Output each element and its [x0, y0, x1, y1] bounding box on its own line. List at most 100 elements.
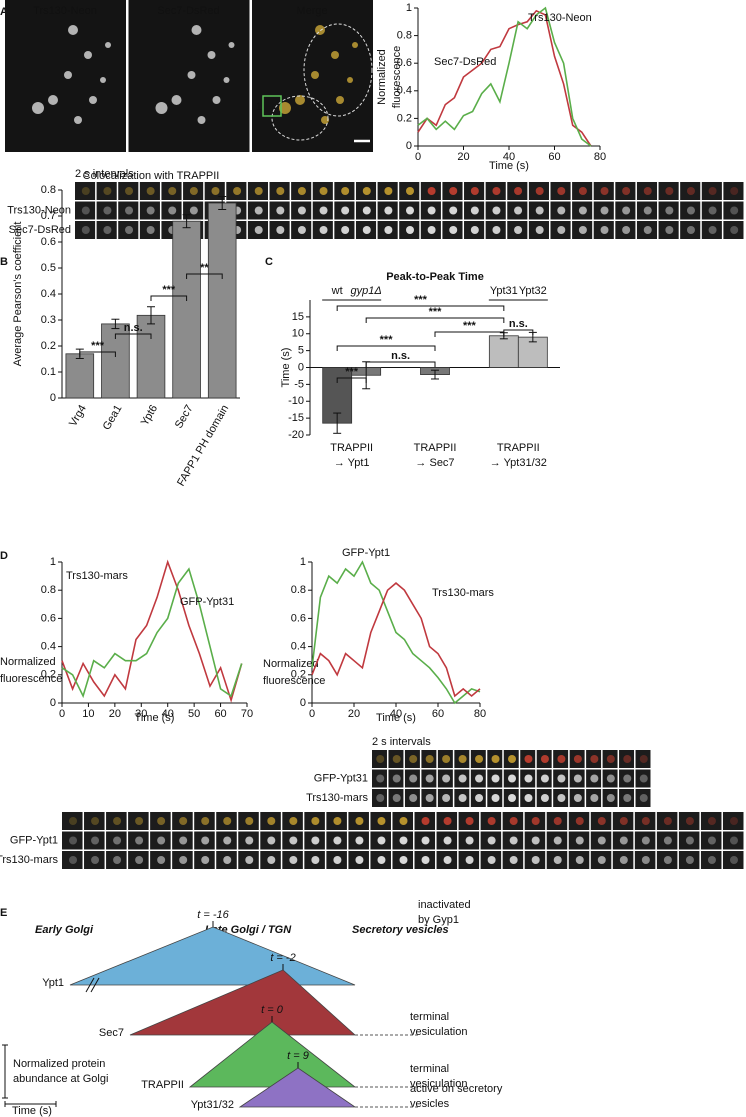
strip-spot [535, 226, 544, 234]
strip-spot [289, 817, 298, 825]
strip-spot [491, 755, 500, 763]
abundance-profile [69, 926, 356, 986]
strip-spot [685, 836, 694, 845]
strip-spot [665, 187, 674, 195]
panel-letter: A [0, 6, 8, 18]
strip-spot [406, 206, 414, 215]
strip-tile [62, 851, 83, 869]
strip-spot [623, 794, 632, 802]
axis-break [90, 977, 100, 993]
strip-spot [376, 755, 385, 763]
strip-spot [470, 206, 479, 215]
strip-spot [685, 856, 694, 864]
x-tick-label: 20 [109, 708, 121, 720]
strip-spot [686, 206, 695, 215]
strip-spot [475, 774, 484, 783]
strip-spot [311, 817, 320, 825]
strip-spot [575, 836, 584, 845]
strip-tile [619, 769, 635, 788]
strip-spot [557, 774, 566, 783]
y-axis-label: Normalized [376, 49, 388, 105]
strip-spot [69, 817, 78, 825]
strip-tile [635, 789, 651, 807]
strip-spot [578, 226, 587, 234]
strip-spot [509, 856, 518, 864]
strip-spot [492, 226, 501, 234]
abundance-profile [238, 1067, 357, 1108]
strip-spot [600, 187, 609, 195]
strip-spot [245, 817, 254, 825]
strip-spot [708, 187, 717, 195]
strip-spot [449, 187, 458, 195]
x-tick-label: 80 [474, 708, 486, 720]
strip-spot [376, 774, 385, 783]
channel-label: Trs130-Neon [33, 5, 97, 17]
strip-spot [69, 836, 78, 845]
strip-spot [276, 187, 285, 195]
strip-spot [146, 206, 155, 215]
y-tick-label: 0.8 [291, 584, 306, 596]
series-label: Trs130-mars [432, 587, 494, 599]
y-axis-label: fluorescence [263, 675, 325, 687]
strip-spot [392, 755, 401, 763]
strip-spot [470, 226, 479, 234]
protein-label: Sec7 [99, 1027, 124, 1039]
strip-tile [388, 769, 404, 788]
strip-tile [96, 221, 117, 239]
strip-spot [686, 187, 695, 195]
cell-outline [303, 23, 373, 117]
strip-spot [135, 856, 144, 864]
strip-caption: 2 s intervals [75, 168, 134, 180]
strip-spot [146, 187, 155, 195]
strip-spot [125, 226, 134, 234]
strip-row-label: Trs130-mars [0, 854, 58, 866]
series-label: Trs130-Neon [528, 12, 592, 24]
series-line [417, 6, 592, 147]
chart-title: Peak-to-Peak Time [386, 271, 484, 283]
x-tick-label: 60 [214, 708, 226, 720]
strip-spot [254, 226, 263, 234]
strip-tile [700, 812, 722, 830]
strip-spot [443, 836, 452, 845]
y-axis-label: fluorescence [391, 46, 403, 108]
chart-title: Colocalization with TRAPPII [83, 170, 220, 182]
strip-spot [590, 755, 599, 763]
strip-tile [118, 182, 139, 200]
strip-spot [81, 206, 90, 215]
strip-spot [557, 226, 566, 234]
strip-spot [125, 187, 134, 195]
strip-spot [201, 856, 210, 864]
strip-spot [103, 206, 112, 215]
y-tick-label: 0.4 [41, 288, 56, 300]
strip-spot [421, 856, 430, 864]
error-bar [182, 214, 191, 229]
strip-spot [597, 856, 606, 864]
legend-y-label: abundance at Golgi [13, 1073, 108, 1085]
strip-spot [729, 836, 738, 845]
micrograph-spot [32, 102, 44, 114]
strip-spot [509, 817, 518, 825]
strip-spot [557, 206, 566, 215]
strip-spot [245, 836, 254, 845]
protein-label: Ypt31/32 [191, 1099, 234, 1111]
protein-label: TRAPPII [141, 1079, 184, 1091]
strip-spot [223, 856, 232, 864]
strip-tile [680, 221, 701, 239]
strip-spot [622, 226, 631, 234]
strip-spot [267, 856, 276, 864]
y-tick-label: -5 [294, 378, 304, 390]
series-line [417, 9, 592, 147]
micrograph-spot [64, 71, 72, 79]
strip-tile [96, 182, 117, 200]
x-tick-label: 0 [309, 708, 315, 720]
strip-tile [75, 201, 96, 220]
protein-note: terminal [410, 1063, 449, 1075]
strip-spot [319, 226, 328, 234]
micrograph-spot [171, 95, 182, 105]
strip-row-label: GFP-Ypt31 [314, 772, 368, 784]
legend-x-label: Time (s) [12, 1105, 52, 1117]
strip-spot [267, 836, 276, 845]
strip-spot [600, 206, 609, 215]
y-tick-label: -15 [288, 412, 304, 424]
y-tick-label: 0.5 [41, 262, 56, 274]
